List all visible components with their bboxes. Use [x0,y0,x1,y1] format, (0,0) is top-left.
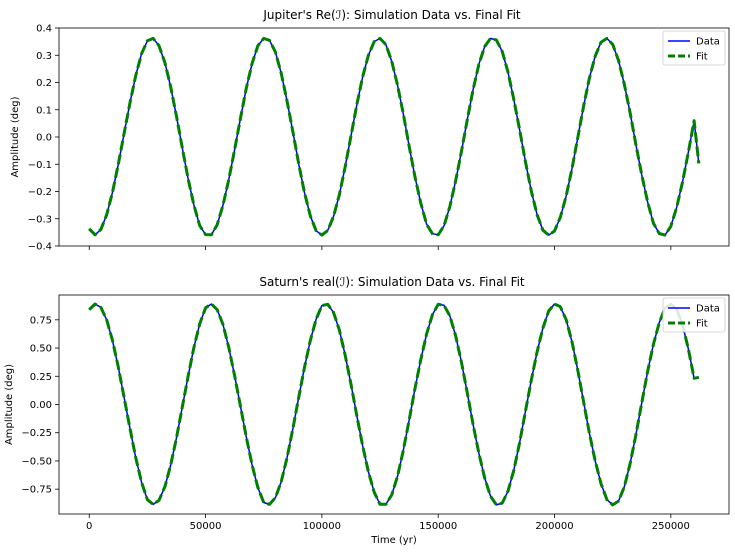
jupiter-y-axis-label: Amplitude (deg) [10,96,21,177]
jupiter-y-tick-label: 0.3 [36,51,52,62]
saturn-y-tick-label: −0.50 [21,456,52,467]
saturn-subplot: Saturn's real(ℐ): Simulation Data vs. Fi… [4,275,730,546]
jupiter-series-layer [88,36,701,237]
saturn-plot-frame [58,294,730,515]
saturn-series-fit-line [88,302,700,507]
jupiter-y-tick-label: −0.4 [28,242,52,253]
jupiter-y-tick-label: 0.1 [36,105,52,116]
saturn-y-tick-label: 0.25 [30,372,52,383]
jupiter-ticks: −0.4 −0.3 −0.2 −0.1 0.0 0.1 0.2 0.3 0.4 [28,24,672,253]
jupiter-y-tick-label: −0.2 [28,187,52,198]
jupiter-series-fit-line [88,36,701,237]
jupiter-y-tick-label: 0.2 [36,78,52,89]
saturn-y-tick-label: 0.75 [30,315,52,326]
saturn-y-tick-label: 0.50 [30,344,52,355]
saturn-x-tick-label: 100000 [303,521,341,532]
jupiter-subplot: Jupiter's Re(ℐ): Simulation Data vs. Fin… [10,8,730,253]
saturn-x-tick-label: 200000 [535,521,573,532]
jupiter-y-tick-label: 0.4 [36,24,52,35]
saturn-x-tick-label: 150000 [419,521,457,532]
jupiter-plot-frame [58,27,730,247]
saturn-legend-fit-label: Fit [696,319,708,330]
saturn-legend-data-label: Data [696,304,720,315]
saturn-ticks: −0.75 −0.50 −0.25 0.00 0.25 0.50 0.75 0 50000 100… [21,315,690,532]
saturn-series-layer [88,302,700,507]
jupiter-chart-title: Jupiter's Re(ℐ): Simulation Data vs. Fin… [262,8,521,22]
jupiter-y-tick-label: −0.3 [28,214,52,225]
saturn-legend: Data Fit [662,297,726,333]
saturn-chart-title: Saturn's real(ℐ): Simulation Data vs. Fi… [259,275,525,289]
jupiter-y-tick-label: −0.1 [28,160,52,171]
saturn-y-axis-label: Amplitude (deg) [4,364,15,445]
jupiter-y-tick-label: 0.0 [36,133,52,144]
jupiter-legend-fit-label: Fit [696,52,708,63]
saturn-x-tick-label: 250000 [652,521,690,532]
saturn-y-tick-label: −0.25 [21,428,52,439]
saturn-y-tick-label: −0.75 [21,485,52,496]
saturn-y-tick-label: 0.00 [30,400,52,411]
jupiter-legend: Data Fit [662,30,726,66]
saturn-x-tick-label: 50000 [190,521,222,532]
saturn-x-tick-label: 0 [86,521,92,532]
jupiter-legend-data-label: Data [696,37,720,48]
saturn-x-axis-label: Time (yr) [370,535,417,546]
